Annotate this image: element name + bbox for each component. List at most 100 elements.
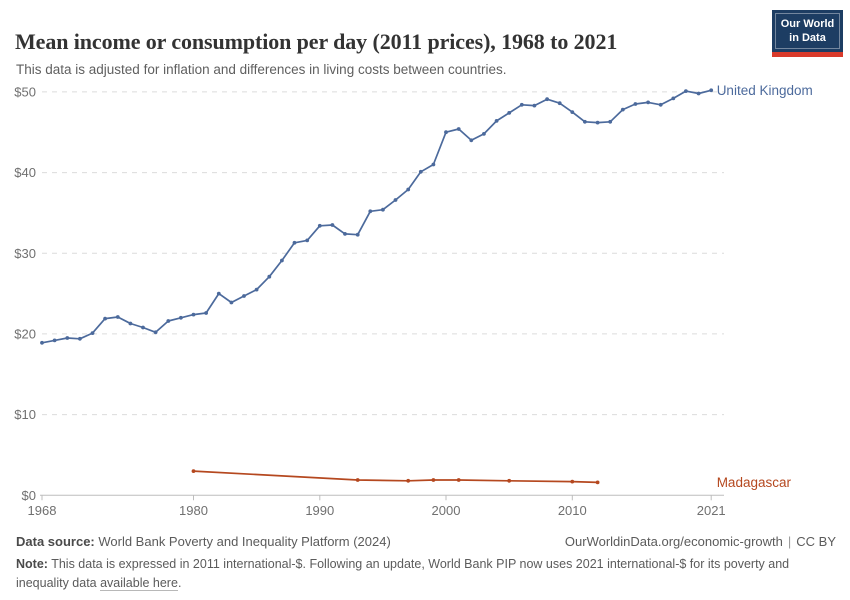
data-point-marker: [355, 478, 360, 482]
data-point-marker: [595, 480, 600, 485]
separator: |: [787, 534, 792, 549]
y-axis-tick-label: $50: [14, 84, 36, 99]
data-point-marker: [557, 101, 562, 106]
data-point-marker: [532, 103, 537, 108]
x-axis-tick-label: 1980: [179, 503, 208, 518]
data-point-marker: [494, 119, 499, 123]
x-axis-tick-label: 1968: [28, 503, 57, 518]
data-point-marker: [166, 319, 171, 323]
data-point-marker: [709, 88, 714, 93]
data-point-marker: [381, 207, 385, 212]
data-point-marker: [103, 316, 107, 321]
series-label-madagascar[interactable]: Madagascar: [717, 475, 792, 490]
data-point-marker: [418, 169, 423, 174]
data-point-marker: [696, 91, 701, 96]
data-point-marker: [141, 325, 145, 330]
owid-logo-red-bar: [772, 51, 843, 57]
note-period: .: [177, 575, 182, 590]
data-point-marker: [646, 100, 650, 105]
page-title: Mean income or consumption per day (2011…: [15, 28, 618, 54]
note-text: This data is expressed in 2011 internati…: [16, 557, 790, 590]
owid-url-link[interactable]: OurWorldinData.org/economic-growth: [564, 534, 783, 549]
data-point-marker: [519, 102, 524, 107]
x-axis-tick-label: 2000: [432, 503, 461, 518]
data-point-marker: [305, 238, 310, 243]
series-line-united-kingdom[interactable]: [41, 89, 713, 344]
data-point-marker: [684, 89, 688, 93]
chart-footer: Data source: World Bank Poverty and Ineq…: [16, 534, 836, 593]
data-point-marker: [242, 294, 246, 298]
data-point-marker: [658, 102, 663, 107]
chart-note: Note: This data is expressed in 2011 int…: [16, 555, 822, 593]
data-source-label: Data source:: [16, 534, 95, 549]
data-point-marker: [595, 120, 600, 125]
data-point-marker: [431, 478, 436, 482]
data-point-marker: [204, 311, 209, 315]
data-point-marker: [444, 130, 448, 135]
data-point-marker: [620, 107, 625, 112]
note-label: Note:: [16, 557, 48, 571]
series-label-united-kingdom[interactable]: United Kingdom: [717, 83, 813, 98]
owid-logo-box: Our World in Data: [772, 10, 843, 52]
attribution: OurWorldinData.org/economic-growth | CC BY: [565, 534, 836, 549]
data-point-marker: [229, 300, 234, 305]
available-here-link[interactable]: available here: [100, 575, 178, 591]
data-source-value: World Bank Poverty and Inequality Platfo…: [94, 534, 391, 549]
data-point-marker: [482, 132, 486, 136]
owid-logo-line1: Our World: [780, 18, 835, 30]
chart-subtitle: This data is adjusted for inflation and …: [16, 61, 507, 77]
data-point-marker: [179, 315, 183, 320]
y-axis-tick-label: $30: [14, 246, 36, 261]
data-point-marker: [343, 232, 347, 236]
data-point-marker: [608, 119, 613, 124]
data-point-marker: [431, 162, 436, 167]
data-point-marker: [368, 209, 373, 214]
data-point-marker: [115, 315, 120, 319]
data-point-marker: [216, 291, 221, 296]
data-point-marker: [406, 478, 411, 483]
data-point-marker: [671, 96, 676, 101]
data-point-marker: [633, 102, 638, 106]
data-point-marker: [52, 338, 57, 343]
owid-logo-line2: in Data: [789, 32, 826, 45]
data-point-marker: [583, 119, 587, 124]
data-point-marker: [128, 321, 133, 326]
data-point-marker: [406, 187, 411, 192]
data-point-marker: [545, 97, 549, 102]
data-point-marker: [40, 340, 44, 345]
data-point-marker: [317, 223, 322, 228]
data-point-marker: [191, 469, 196, 473]
data-source: Data source: World Bank Poverty and Ineq…: [16, 534, 391, 549]
data-point-marker: [393, 198, 398, 202]
data-point-marker: [280, 258, 284, 263]
data-point-marker: [456, 127, 461, 131]
data-point-marker: [330, 223, 335, 227]
data-point-marker: [570, 110, 575, 114]
series-line-madagascar[interactable]: [192, 470, 599, 484]
y-axis-tick-label: $40: [14, 165, 36, 180]
data-point-marker: [78, 336, 82, 341]
line-chart-canvas: $0 $10 $20 $30 $40 $50 1968 1980 1990 2000 2010 202…: [14, 83, 813, 518]
data-point-marker: [153, 330, 158, 335]
x-axis-tick-label: 1990: [305, 503, 334, 518]
data-point-marker: [254, 287, 259, 292]
data-point-marker: [570, 479, 575, 484]
data-point-marker: [267, 274, 272, 279]
data-point-marker: [191, 312, 196, 317]
data-point-marker: [507, 478, 512, 483]
data-point-marker: [90, 331, 95, 335]
data-point-marker: [65, 336, 70, 340]
y-axis-tick-label: $0: [22, 488, 36, 503]
y-axis-tick-label: $20: [14, 326, 36, 341]
data-point-marker: [292, 240, 297, 245]
x-axis-tick-label: 2021: [697, 503, 726, 518]
y-axis-tick-label: $10: [14, 407, 36, 422]
data-point-marker: [355, 232, 360, 237]
x-axis-tick-label: 2010: [558, 503, 587, 518]
owid-logo[interactable]: Our World in Data: [772, 10, 843, 57]
license-link[interactable]: CC BY: [796, 534, 836, 549]
data-point-marker: [469, 138, 474, 143]
data-point-marker: [507, 111, 512, 115]
data-point-marker: [456, 478, 461, 482]
